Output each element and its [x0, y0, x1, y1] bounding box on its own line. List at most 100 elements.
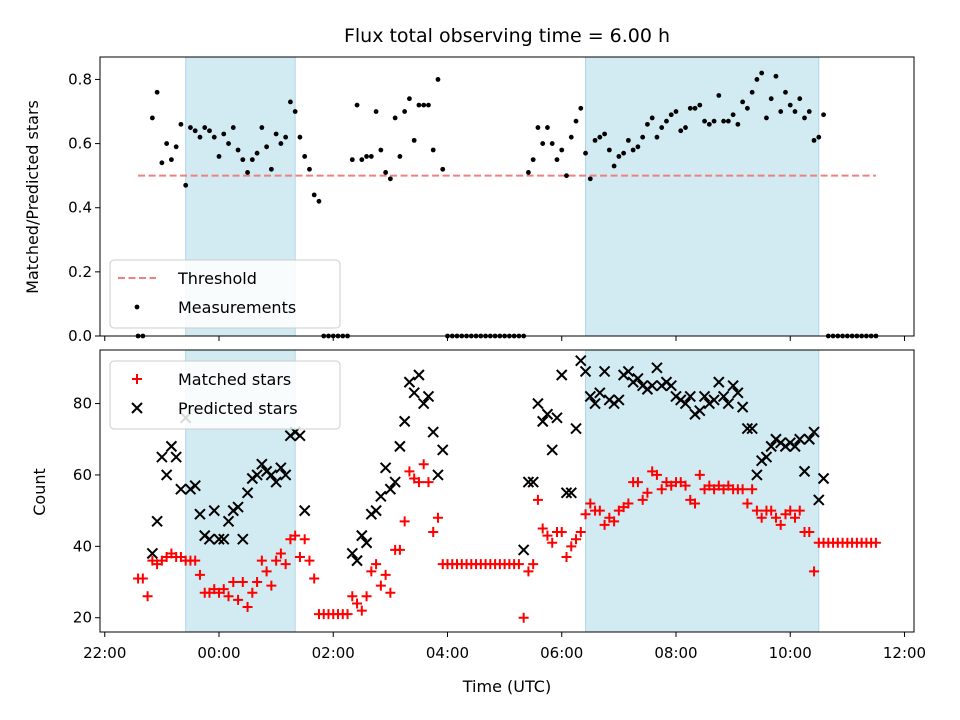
- bottom-series-matched-stars: [133, 459, 881, 623]
- measurement-point: [392, 115, 398, 121]
- predicted-star-point: [765, 440, 777, 453]
- measurement-point: [364, 154, 369, 159]
- top-panel: 0.0 0.2 0.4 0.6 0.8 Threshold Measurements: [68, 56, 915, 345]
- predicted-star-point: [417, 397, 430, 410]
- measurement-point: [383, 170, 389, 175]
- top-y-tick-label: 0.2: [68, 263, 92, 281]
- x-tick-label: 08:00: [654, 644, 697, 662]
- measurement-point: [216, 154, 222, 159]
- matched-star-point: [137, 573, 148, 584]
- predicted-star-point: [398, 415, 411, 428]
- predicted-star-point: [698, 390, 711, 403]
- measurement-point: [578, 105, 584, 111]
- measurement-point: [697, 102, 703, 108]
- predicted-star-point: [256, 458, 268, 470]
- predicted-star-point: [651, 362, 663, 374]
- predicted-star-point: [218, 533, 230, 545]
- measurement-point: [659, 125, 665, 130]
- predicted-star-point: [808, 426, 820, 438]
- matched-star-point: [356, 605, 367, 616]
- predicted-star-point: [432, 469, 444, 481]
- x-tick-label: 12:00: [883, 644, 926, 662]
- measurement-point: [730, 112, 736, 118]
- matched-star-point: [261, 566, 272, 577]
- bottom-series-predicted-stars: [146, 355, 830, 567]
- measurement-point: [535, 125, 541, 130]
- predicted-star-point: [632, 372, 644, 385]
- matched-star-point: [770, 512, 781, 523]
- measurement-point: [278, 141, 284, 146]
- predicted-star-point: [746, 422, 758, 435]
- top-legend-box: [109, 259, 341, 329]
- legend-matched-marker: [132, 374, 142, 384]
- matched-star-point: [361, 591, 372, 602]
- matched-star-point: [375, 580, 386, 591]
- matched-star-point: [366, 566, 377, 577]
- predicted-star-point: [751, 469, 763, 481]
- predicted-star-point: [536, 415, 549, 428]
- measurement-point: [426, 102, 431, 108]
- bottom-axes-frame: [99, 349, 915, 633]
- measurement-point: [235, 147, 241, 153]
- predicted-star-point: [279, 469, 292, 481]
- matched-star-point: [299, 534, 310, 545]
- measurement-point: [706, 121, 712, 127]
- predicted-star-point: [789, 440, 801, 453]
- matched-star-point: [571, 534, 582, 545]
- predicted-star-point: [208, 504, 220, 517]
- measurement-point: [664, 118, 669, 124]
- matched-star-point: [513, 559, 524, 570]
- matched-star-point: [404, 466, 415, 477]
- top-series-measurements: [135, 70, 879, 339]
- measurement-point: [411, 137, 417, 143]
- predicted-star-point: [551, 412, 563, 424]
- measurement-point: [802, 115, 807, 121]
- matched-star-point: [737, 484, 748, 495]
- measurement-point: [192, 128, 198, 134]
- predicted-star-point: [727, 379, 739, 392]
- predicted-star-point: [622, 365, 635, 378]
- matched-star-point: [609, 516, 620, 527]
- matched-star-point: [352, 598, 363, 609]
- matched-star-point: [290, 530, 301, 541]
- predicted-star-point: [794, 433, 806, 445]
- predicted-star-point: [294, 429, 306, 442]
- measurement-point: [268, 166, 274, 172]
- matched-star-point: [237, 577, 248, 588]
- bottom-panel: 20 40 60 80 22:00 00:00 02:00 04:00 06:00 08:00 10…: [73, 349, 926, 662]
- measurement-point: [373, 109, 379, 114]
- measurement-point: [678, 128, 684, 134]
- predicted-star-point: [527, 476, 539, 488]
- matched-star-point: [428, 527, 439, 538]
- predicted-star-point: [541, 408, 554, 420]
- predicted-star-point: [360, 537, 373, 549]
- predicted-star-point: [694, 404, 706, 417]
- measurement-point: [259, 125, 265, 130]
- measurement-point: [630, 147, 636, 153]
- matched-star-point: [413, 477, 424, 488]
- top-y-tick-label: 0.8: [68, 70, 92, 88]
- measurement-point: [654, 134, 660, 140]
- predicted-star-point: [646, 379, 658, 392]
- measurement-point: [768, 96, 774, 102]
- matched-star-point: [252, 577, 263, 588]
- measurement-point: [183, 182, 189, 188]
- legend-entry-label: Threshold: [177, 269, 257, 288]
- measurement-point: [302, 154, 308, 159]
- measurement-point: [649, 115, 655, 121]
- measurement-point: [307, 166, 312, 172]
- matched-star-point: [418, 459, 429, 470]
- matched-star-point: [542, 530, 553, 541]
- matched-star-point: [785, 505, 796, 516]
- matched-star-point: [523, 566, 534, 577]
- matched-star-point: [775, 519, 786, 530]
- matched-star-point: [804, 527, 815, 538]
- measurement-point: [554, 157, 560, 163]
- top-shaded-span-1: [585, 56, 820, 337]
- measurement-point: [740, 99, 746, 105]
- matched-star-point: [432, 512, 443, 523]
- top-y-tick-label: 0.0: [68, 327, 92, 345]
- measurement-point: [635, 144, 641, 150]
- top-legend: Threshold Measurements: [109, 259, 341, 329]
